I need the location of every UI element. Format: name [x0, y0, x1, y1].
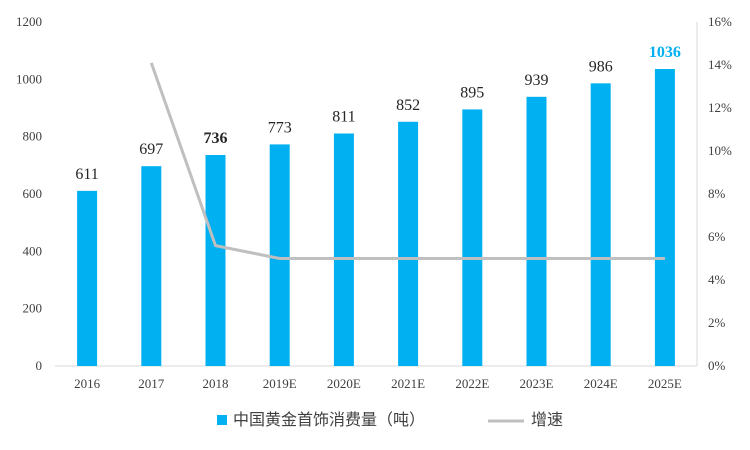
legend-bar-label: 中国黄金首饰消费量（吨） — [233, 410, 425, 429]
right-axis-ticks: 0% 2% 4% 6% 8% 10% 12% 14% 16% — [708, 14, 732, 373]
value-labels: 611 697 736 773 811 852 895 939 986 1036 — [75, 44, 681, 183]
bar — [333, 133, 354, 366]
right-tick-label: 8% — [708, 186, 726, 201]
bar — [654, 69, 675, 366]
right-tick-label: 0% — [708, 358, 726, 373]
bar-value-label: 611 — [75, 166, 98, 183]
left-axis-ticks: 0 200 400 600 800 1000 1200 — [16, 14, 42, 373]
bar-value-label: 986 — [589, 58, 613, 75]
bar-value-label: 697 — [139, 141, 163, 158]
right-tick-label: 16% — [708, 14, 732, 29]
bar-value-label: 895 — [460, 84, 484, 101]
bar-value-label: 1036 — [649, 44, 681, 61]
right-tick-label: 12% — [708, 100, 732, 115]
legend: 中国黄金首饰消费量（吨） 增速 — [217, 410, 563, 429]
category-label: 2025E — [648, 376, 682, 391]
bar-series — [77, 69, 675, 366]
category-label: 2018 — [203, 376, 229, 391]
axis-lines — [55, 22, 698, 367]
category-label: 2016 — [74, 376, 101, 391]
left-tick-label: 1000 — [16, 71, 42, 86]
right-tick-label: 6% — [708, 229, 726, 244]
bar — [269, 144, 290, 366]
bar-value-label: 939 — [525, 72, 549, 89]
category-label: 2017 — [138, 376, 165, 391]
growth-rate-line — [149, 62, 665, 260]
bar — [205, 155, 226, 366]
category-label: 2019E — [263, 376, 297, 391]
category-label: 2024E — [584, 376, 618, 391]
category-label: 2022E — [455, 376, 489, 391]
right-tick-label: 14% — [708, 57, 732, 72]
category-label: 2023E — [520, 376, 554, 391]
bar-value-label: 811 — [332, 109, 355, 126]
category-label: 2020E — [327, 376, 361, 391]
left-tick-label: 200 — [23, 301, 43, 316]
left-tick-label: 800 — [23, 129, 43, 144]
left-tick-label: 400 — [23, 243, 43, 258]
bar-value-label: 736 — [204, 130, 228, 147]
category-labels: 2016 2017 2018 2019E 2020E 2021E 2022E 2023E 202… — [74, 376, 682, 391]
bar — [462, 109, 483, 366]
right-tick-label: 10% — [708, 143, 732, 158]
bar — [590, 83, 611, 366]
right-tick-label: 2% — [708, 315, 726, 330]
left-tick-label: 600 — [23, 186, 43, 201]
bar-value-label: 852 — [396, 97, 420, 114]
left-tick-label: 1200 — [16, 14, 42, 29]
left-tick-label: 0 — [36, 358, 43, 373]
bar — [141, 166, 162, 366]
legend-bar-swatch — [217, 415, 227, 425]
line-series — [149, 62, 665, 260]
bar — [398, 121, 419, 366]
bar — [526, 96, 547, 366]
bar — [77, 190, 98, 366]
category-label: 2021E — [391, 376, 425, 391]
right-tick-label: 4% — [708, 272, 726, 287]
bar-value-label: 773 — [268, 119, 292, 136]
legend-line-label: 增速 — [531, 410, 563, 429]
